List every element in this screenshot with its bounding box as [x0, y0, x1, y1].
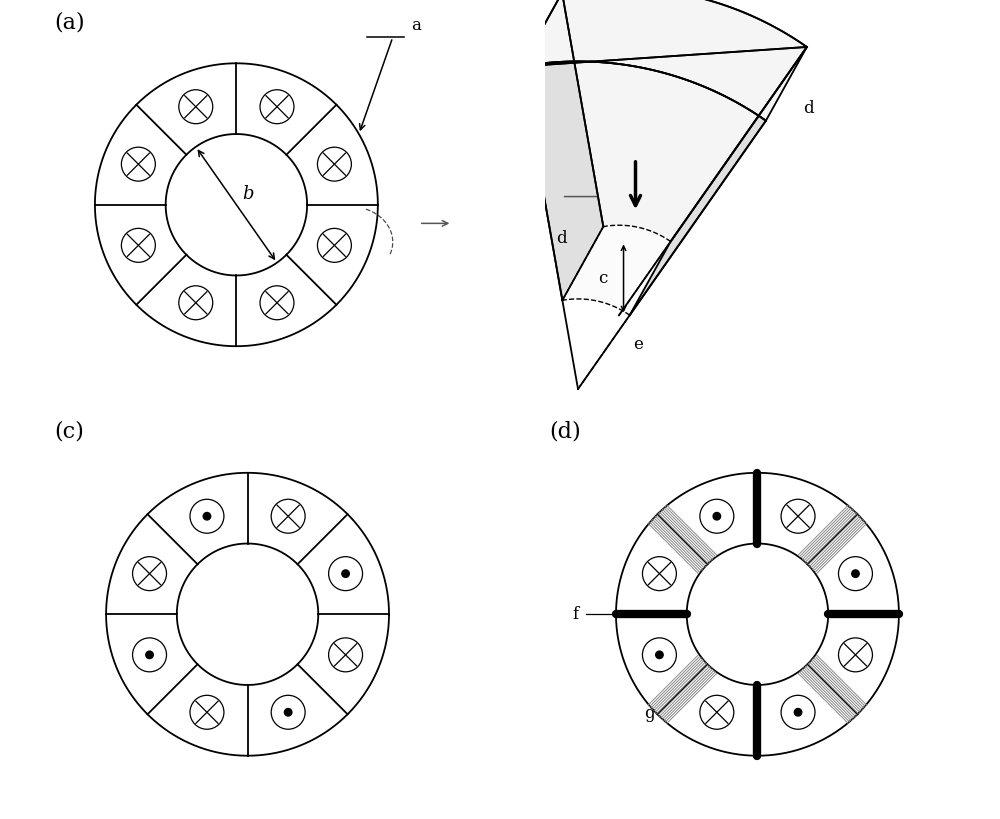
Text: c: c: [598, 270, 607, 287]
Text: a: a: [411, 16, 421, 34]
Circle shape: [203, 513, 211, 520]
Text: (b): (b): [553, 12, 585, 34]
Circle shape: [656, 651, 663, 658]
Polygon shape: [521, 61, 766, 315]
Polygon shape: [562, 0, 807, 242]
Circle shape: [794, 708, 802, 716]
Text: d: d: [803, 100, 813, 117]
Circle shape: [713, 513, 721, 520]
Text: b: b: [242, 184, 253, 202]
Circle shape: [146, 651, 153, 658]
Polygon shape: [521, 0, 807, 120]
Circle shape: [852, 570, 859, 577]
Text: (d): (d): [549, 421, 581, 442]
Text: e: e: [633, 336, 643, 353]
Polygon shape: [630, 47, 807, 315]
Circle shape: [342, 570, 349, 577]
Circle shape: [284, 708, 292, 716]
Text: d: d: [556, 230, 566, 247]
Text: f: f: [573, 606, 579, 622]
Text: (a): (a): [54, 11, 85, 33]
Polygon shape: [521, 0, 603, 301]
Text: (c): (c): [54, 421, 84, 442]
Text: g: g: [645, 705, 655, 722]
